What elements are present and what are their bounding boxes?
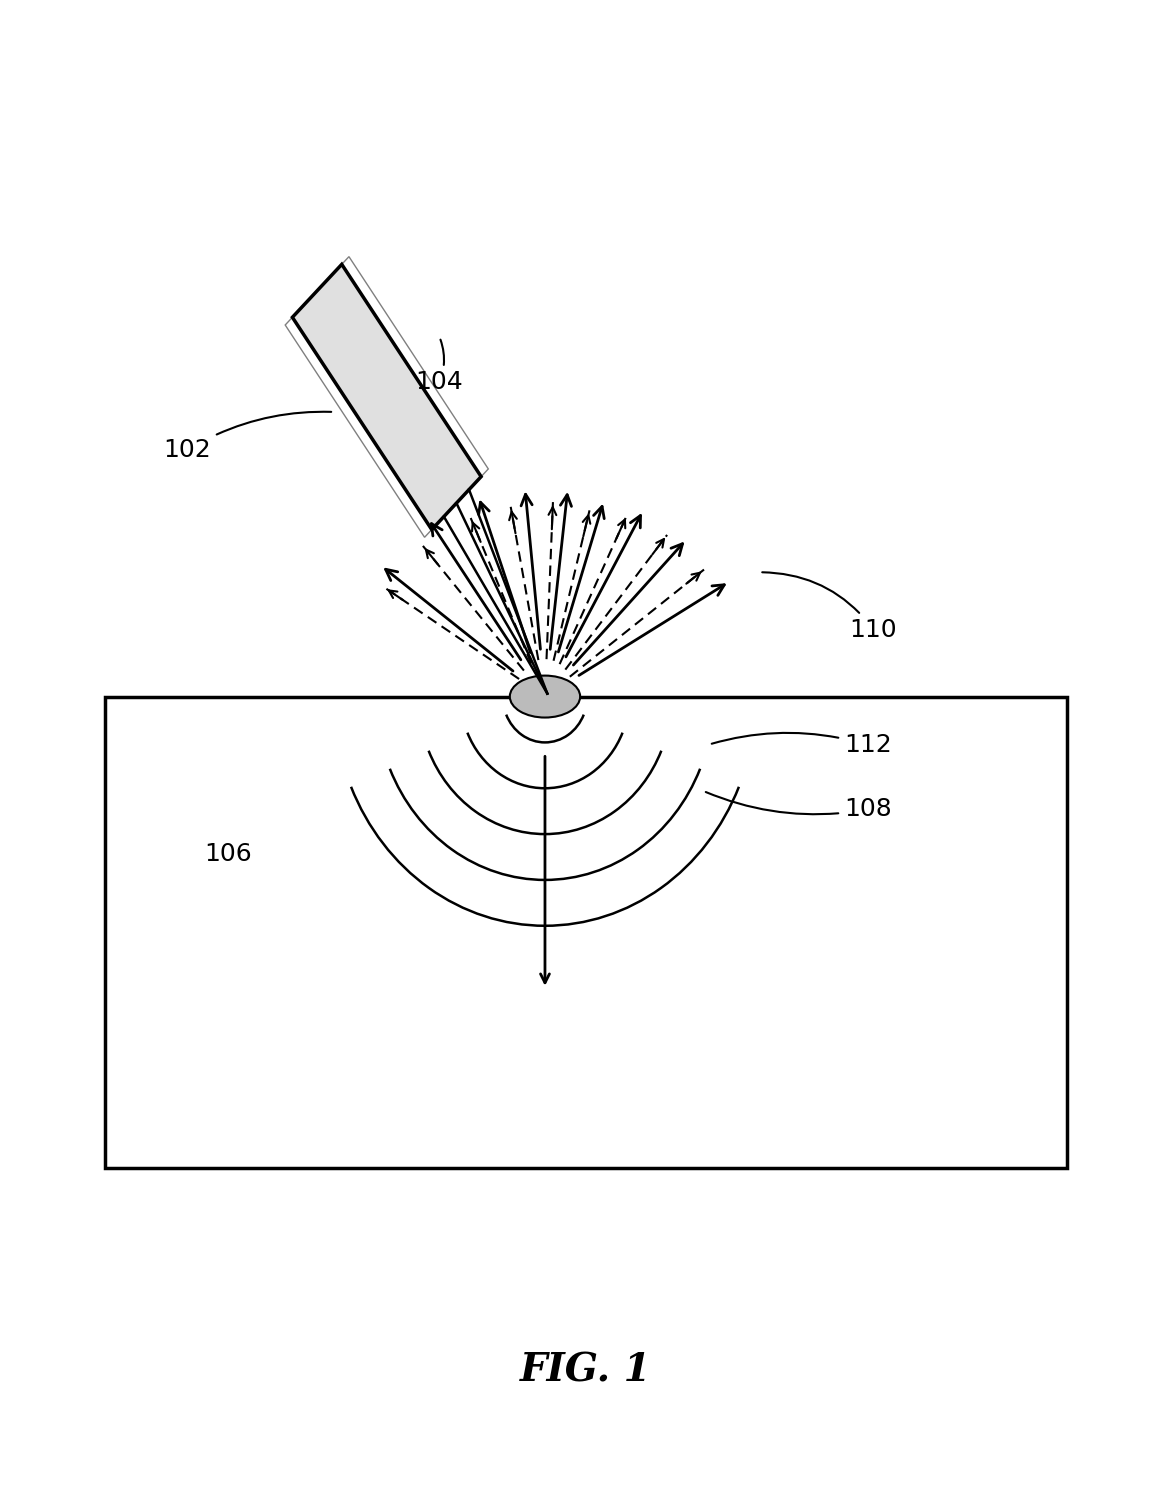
Text: FIG. 1: FIG. 1 xyxy=(520,1351,652,1390)
Polygon shape xyxy=(292,264,482,530)
Text: 110: 110 xyxy=(762,572,898,641)
Ellipse shape xyxy=(510,676,580,718)
Text: 102: 102 xyxy=(164,412,332,461)
Text: 112: 112 xyxy=(711,733,892,756)
Text: 104: 104 xyxy=(416,340,463,394)
Text: 108: 108 xyxy=(706,792,892,821)
Text: 106: 106 xyxy=(205,842,252,866)
